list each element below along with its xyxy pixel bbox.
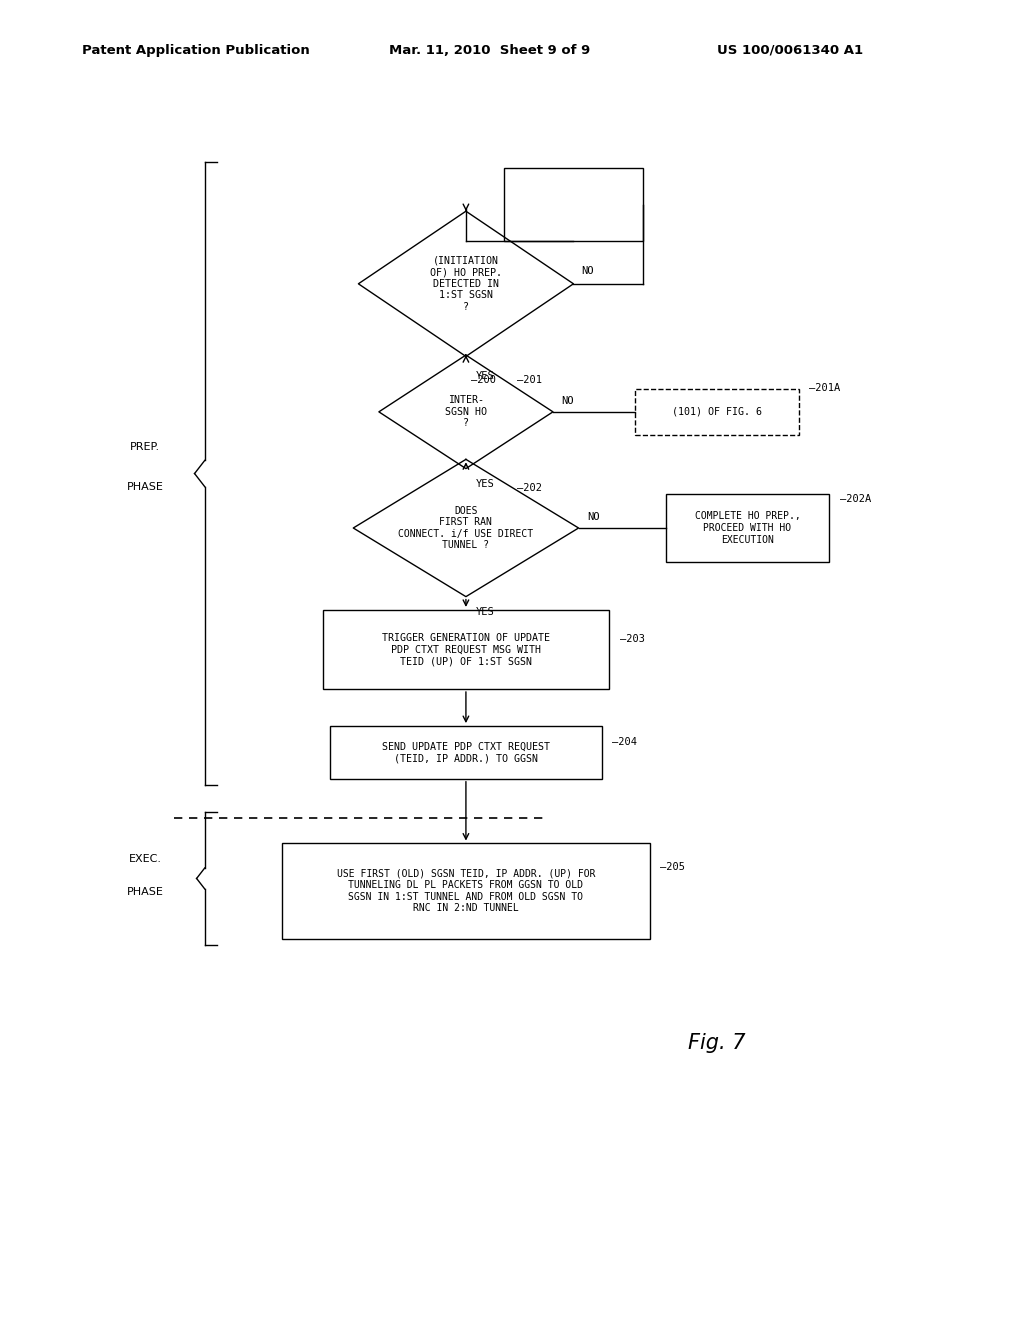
Text: —202A: —202A xyxy=(840,494,871,504)
Text: USE FIRST (OLD) SGSN TEID, IP ADDR. (UP) FOR
TUNNELING DL PL PACKETS FROM GGSN T: USE FIRST (OLD) SGSN TEID, IP ADDR. (UP)… xyxy=(337,869,595,913)
Text: —200: —200 xyxy=(471,375,496,385)
Text: —205: —205 xyxy=(660,862,685,873)
Text: NO: NO xyxy=(561,396,573,407)
Text: (101) OF FIG. 6: (101) OF FIG. 6 xyxy=(672,407,762,417)
Text: YES: YES xyxy=(476,607,495,618)
Text: Mar. 11, 2010  Sheet 9 of 9: Mar. 11, 2010 Sheet 9 of 9 xyxy=(389,44,591,57)
Bar xyxy=(323,610,609,689)
Bar xyxy=(282,843,650,939)
Text: (INITIATION
OF) HO PREP.
DETECTED IN
1:ST SGSN
?: (INITIATION OF) HO PREP. DETECTED IN 1:S… xyxy=(430,256,502,312)
Bar xyxy=(330,726,602,779)
Text: SEND UPDATE PDP CTXT REQUEST
(TEID, IP ADDR.) TO GGSN: SEND UPDATE PDP CTXT REQUEST (TEID, IP A… xyxy=(382,742,550,763)
Text: YES: YES xyxy=(476,371,495,381)
Text: NO: NO xyxy=(582,265,594,276)
Text: EXEC.: EXEC. xyxy=(129,854,162,863)
Text: TRIGGER GENERATION OF UPDATE
PDP CTXT REQUEST MSG WITH
TEID (UP) OF 1:ST SGSN: TRIGGER GENERATION OF UPDATE PDP CTXT RE… xyxy=(382,632,550,667)
Text: INTER-
SGSN HO
?: INTER- SGSN HO ? xyxy=(444,395,487,429)
Text: DOES
FIRST RAN
CONNECT. i/f USE DIRECT
TUNNEL ?: DOES FIRST RAN CONNECT. i/f USE DIRECT T… xyxy=(398,506,534,550)
Text: Patent Application Publication: Patent Application Publication xyxy=(82,44,309,57)
Text: COMPLETE HO PREP.,
PROCEED WITH HO
EXECUTION: COMPLETE HO PREP., PROCEED WITH HO EXECU… xyxy=(694,511,801,545)
Bar xyxy=(505,168,643,242)
Text: YES: YES xyxy=(476,479,495,490)
Bar xyxy=(666,494,829,562)
Bar xyxy=(635,388,799,436)
Text: PHASE: PHASE xyxy=(127,887,164,896)
Text: —204: —204 xyxy=(612,737,637,747)
Text: NO: NO xyxy=(587,512,599,523)
Text: PHASE: PHASE xyxy=(127,482,164,492)
Text: US 100/0061340 A1: US 100/0061340 A1 xyxy=(717,44,863,57)
Text: Fig. 7: Fig. 7 xyxy=(688,1032,745,1053)
Text: —202: —202 xyxy=(517,483,542,494)
Text: —203: —203 xyxy=(620,634,644,644)
Text: —201A: —201A xyxy=(809,383,841,393)
Text: PREP.: PREP. xyxy=(130,442,161,453)
Text: —201: —201 xyxy=(517,375,542,385)
